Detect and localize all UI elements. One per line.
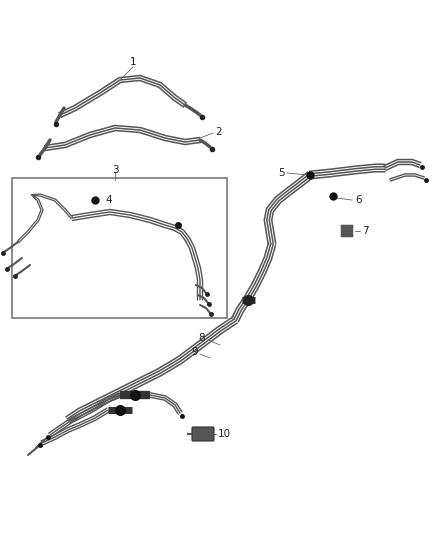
Text: 7: 7 <box>362 226 369 236</box>
Text: 5: 5 <box>279 168 285 178</box>
Text: 2: 2 <box>215 127 222 137</box>
Bar <box>12 178 227 318</box>
Text: 9: 9 <box>191 347 198 357</box>
Text: 1: 1 <box>130 57 136 67</box>
Text: 3: 3 <box>112 165 118 175</box>
FancyBboxPatch shape <box>192 427 214 441</box>
Text: 4: 4 <box>105 195 112 205</box>
Text: 6: 6 <box>355 195 362 205</box>
Text: 10: 10 <box>218 429 231 439</box>
Text: 8: 8 <box>198 333 205 343</box>
